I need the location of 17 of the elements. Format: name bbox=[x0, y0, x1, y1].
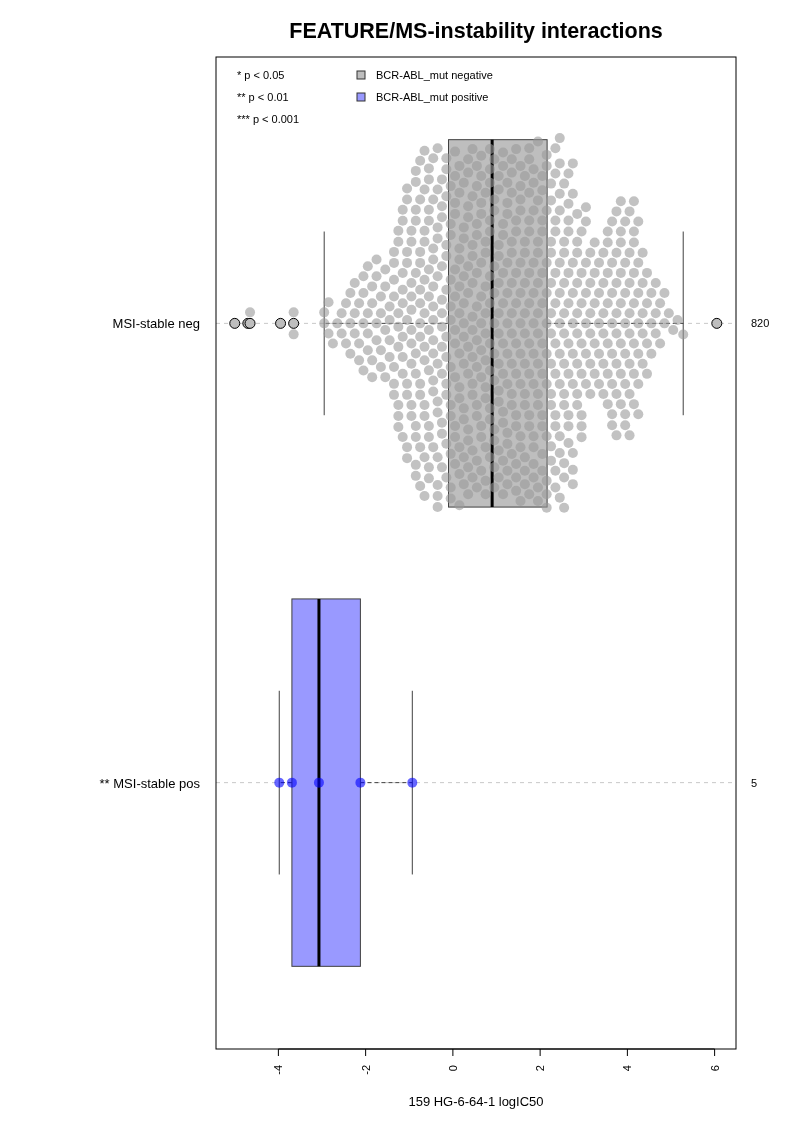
x-tick-label: 0 bbox=[446, 1065, 459, 1072]
x-tick-label: 2 bbox=[534, 1065, 547, 1072]
y-tick-label: ** MSI-stable pos bbox=[99, 775, 201, 791]
x-tick-label: 6 bbox=[708, 1065, 721, 1072]
x-axis-title: 159 HG-6-64-1 logIC50 bbox=[408, 1094, 544, 1109]
annotation: * p < 0.05 bbox=[237, 69, 285, 81]
y2-tick-label: 820 bbox=[751, 317, 770, 330]
x-tick-label: 4 bbox=[621, 1065, 634, 1072]
y2-tick-label: 5 bbox=[751, 776, 758, 789]
x-tick-label: -2 bbox=[359, 1065, 372, 1075]
x-tick-label: -4 bbox=[272, 1065, 285, 1075]
y-tick-label: MSI-stable neg bbox=[112, 315, 200, 331]
legend-label: BCR-ABL_mut positive bbox=[376, 91, 489, 103]
chart-title: FEATURE/MS-instability interactions bbox=[289, 19, 663, 43]
annotation: ** p < 0.01 bbox=[237, 91, 289, 103]
annotation: *** p < 0.001 bbox=[237, 113, 300, 125]
legend-label: BCR-ABL_mut negative bbox=[376, 69, 493, 81]
